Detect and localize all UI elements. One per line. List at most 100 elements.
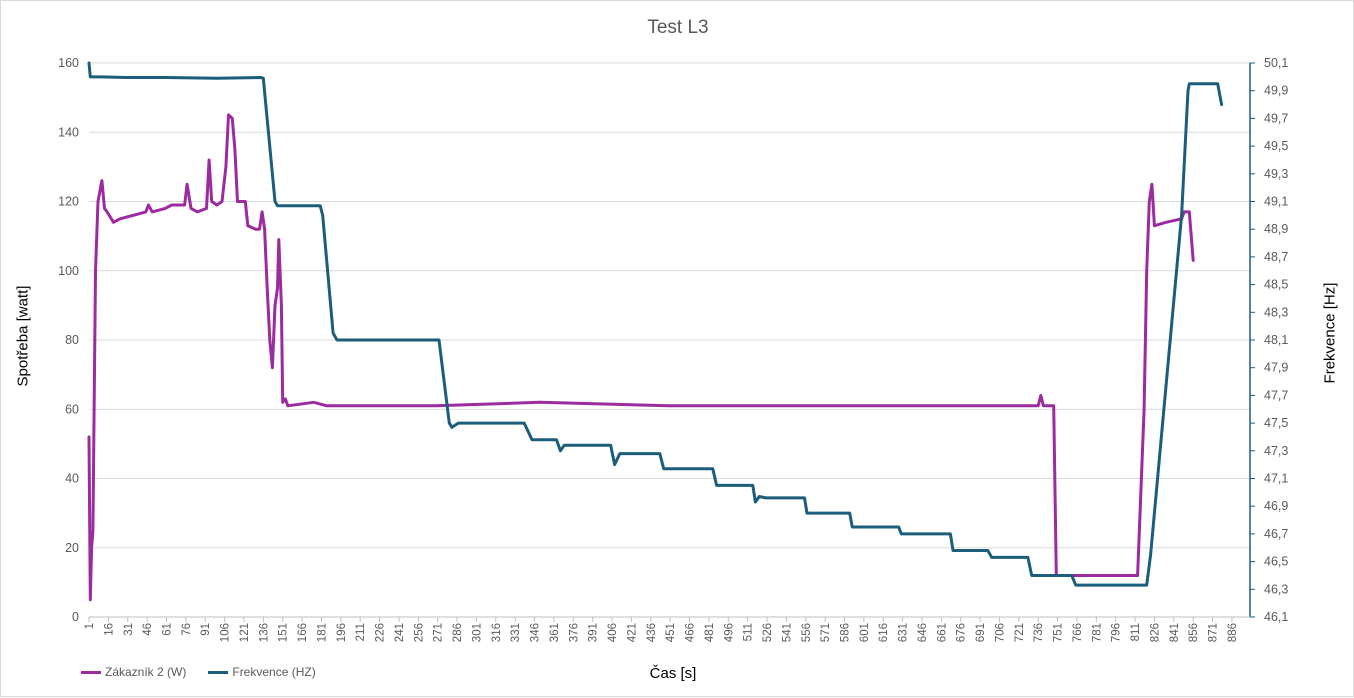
x-tick-label: 496	[723, 623, 735, 642]
x-tick-label: 871	[1208, 623, 1220, 642]
x-tick-label: 826	[1149, 623, 1161, 642]
y2-tick-label: 46,5	[1264, 555, 1288, 569]
x-tick-label: 91	[200, 623, 212, 636]
y-tick-label: 140	[58, 125, 79, 139]
x-tick-label: 571	[820, 623, 832, 642]
x-tick-label: 256	[413, 623, 425, 642]
x-tick-label: 616	[878, 623, 890, 642]
x-tick-label: 226	[375, 623, 387, 642]
legend-swatch-consumption	[81, 670, 101, 674]
x-tick-label: 346	[530, 623, 542, 642]
x-tick-label: 481	[704, 623, 716, 642]
x-tick-label: 766	[1072, 623, 1084, 642]
x-tick-label: 706	[994, 623, 1006, 642]
x-tick-label: 526	[762, 623, 774, 642]
x-tick-label: 886	[1227, 623, 1239, 642]
x-tick-label: 196	[336, 623, 348, 642]
x-tick-label: 61	[162, 623, 174, 636]
x-tick-label: 556	[801, 623, 813, 642]
x-tick-label: 841	[1169, 623, 1181, 642]
x-tick-label: 736	[1033, 623, 1045, 642]
x-tick-label: 241	[394, 623, 406, 642]
x-tick-label: 46	[142, 623, 154, 636]
legend-swatch-frequency	[208, 670, 229, 674]
x-tick-label: 151	[278, 623, 290, 642]
y-tick-label: 80	[65, 333, 79, 347]
x-tick-label: 646	[917, 623, 929, 642]
y2-tick-label: 48,5	[1264, 278, 1288, 292]
x-tick-label: 796	[1111, 623, 1123, 642]
y2-tick-label: 48,7	[1264, 250, 1288, 264]
chart-title: Test L3	[647, 17, 709, 38]
x-tick-label: 451	[665, 623, 677, 642]
y2-tick-label: 49,3	[1264, 167, 1288, 181]
y2-tick-label: 47,7	[1264, 388, 1288, 402]
x-tick-label: 661	[936, 623, 948, 642]
y2-tick-label: 49,1	[1264, 195, 1288, 209]
x-tick-label: 286	[452, 623, 464, 642]
y2-tick-label: 49,5	[1264, 139, 1288, 153]
x-tick-label: 466	[685, 623, 697, 642]
x-tick-label: 136	[258, 623, 270, 642]
x-tick-label: 301	[471, 623, 483, 642]
legend-item-frequency: Frekvence (HZ)	[208, 665, 316, 679]
y-tick-label: 20	[65, 541, 79, 555]
x-tick-label: 511	[743, 623, 755, 641]
x-tick-label: 76	[181, 623, 193, 636]
legend-item-consumption: Zákazník 2 (W)	[81, 665, 186, 679]
x-axis-title: Čas [s]	[649, 665, 697, 682]
x-tick-label: 106	[220, 623, 232, 642]
x-tick-label: 691	[975, 623, 987, 642]
legend: Zákazník 2 (W) Frekvence (HZ)	[81, 665, 316, 679]
y2-tick-label: 46,7	[1264, 527, 1288, 541]
x-tick-label: 751	[1053, 623, 1065, 642]
y-tick-label: 120	[58, 195, 79, 209]
x-tick-label: 676	[956, 623, 968, 642]
y2-tick-label: 47,9	[1264, 361, 1288, 375]
y-tick-label: 40	[65, 472, 79, 486]
y-tick-label: 160	[58, 56, 79, 70]
y-tick-label: 100	[58, 264, 79, 278]
y2-tick-label: 46,3	[1264, 582, 1288, 596]
x-tick-label: 271	[433, 623, 445, 642]
legend-label-consumption: Zákazník 2 (W)	[105, 665, 187, 679]
x-tick-label: 631	[898, 623, 910, 642]
x-tick-label: 166	[297, 623, 309, 642]
x-tick-label: 181	[316, 623, 328, 642]
x-tick-label: 781	[1091, 623, 1103, 642]
legend-label-frequency: Frekvence (HZ)	[232, 665, 316, 679]
x-tick-label: 541	[781, 623, 793, 642]
x-tick-label: 436	[646, 623, 658, 642]
x-tick-label: 31	[123, 623, 135, 636]
y2-tick-label: 47,1	[1264, 472, 1288, 486]
x-tick-label: 811	[1130, 623, 1142, 641]
y2-tick-label: 46,1	[1264, 610, 1288, 624]
x-tick-label: 211	[355, 623, 367, 641]
x-tick-label: 316	[491, 623, 503, 642]
series-line-consumption	[87, 113, 1195, 602]
x-tick-label: 376	[568, 623, 580, 642]
x-tick-label: 721	[1014, 623, 1026, 642]
y-tick-label: 60	[65, 402, 79, 416]
x-tick-label: 361	[549, 623, 561, 642]
x-tick-label: 16	[103, 623, 115, 636]
y2-tick-label: 50,1	[1264, 56, 1288, 70]
x-tick-label: 331	[510, 623, 522, 642]
x-tick-label: 121	[239, 623, 251, 642]
y2-tick-label: 48,3	[1264, 305, 1288, 319]
x-tick-label: 856	[1188, 623, 1200, 642]
y2-tick-label: 47,5	[1264, 416, 1288, 430]
x-tick-label: 391	[588, 623, 600, 642]
y-tick-label: 0	[72, 610, 79, 624]
y2-tick-label: 48,1	[1264, 333, 1288, 347]
x-tick-label: 406	[607, 623, 619, 642]
x-tick-label: 1	[84, 623, 96, 629]
series-line-frequency	[87, 61, 1224, 587]
y2-tick-label: 48,9	[1264, 222, 1288, 236]
y2-tick-label: 49,9	[1264, 84, 1288, 98]
y2-tick-label: 46,9	[1264, 499, 1288, 513]
y2-tick-label: 47,3	[1264, 444, 1288, 458]
x-tick-label: 421	[626, 623, 638, 642]
